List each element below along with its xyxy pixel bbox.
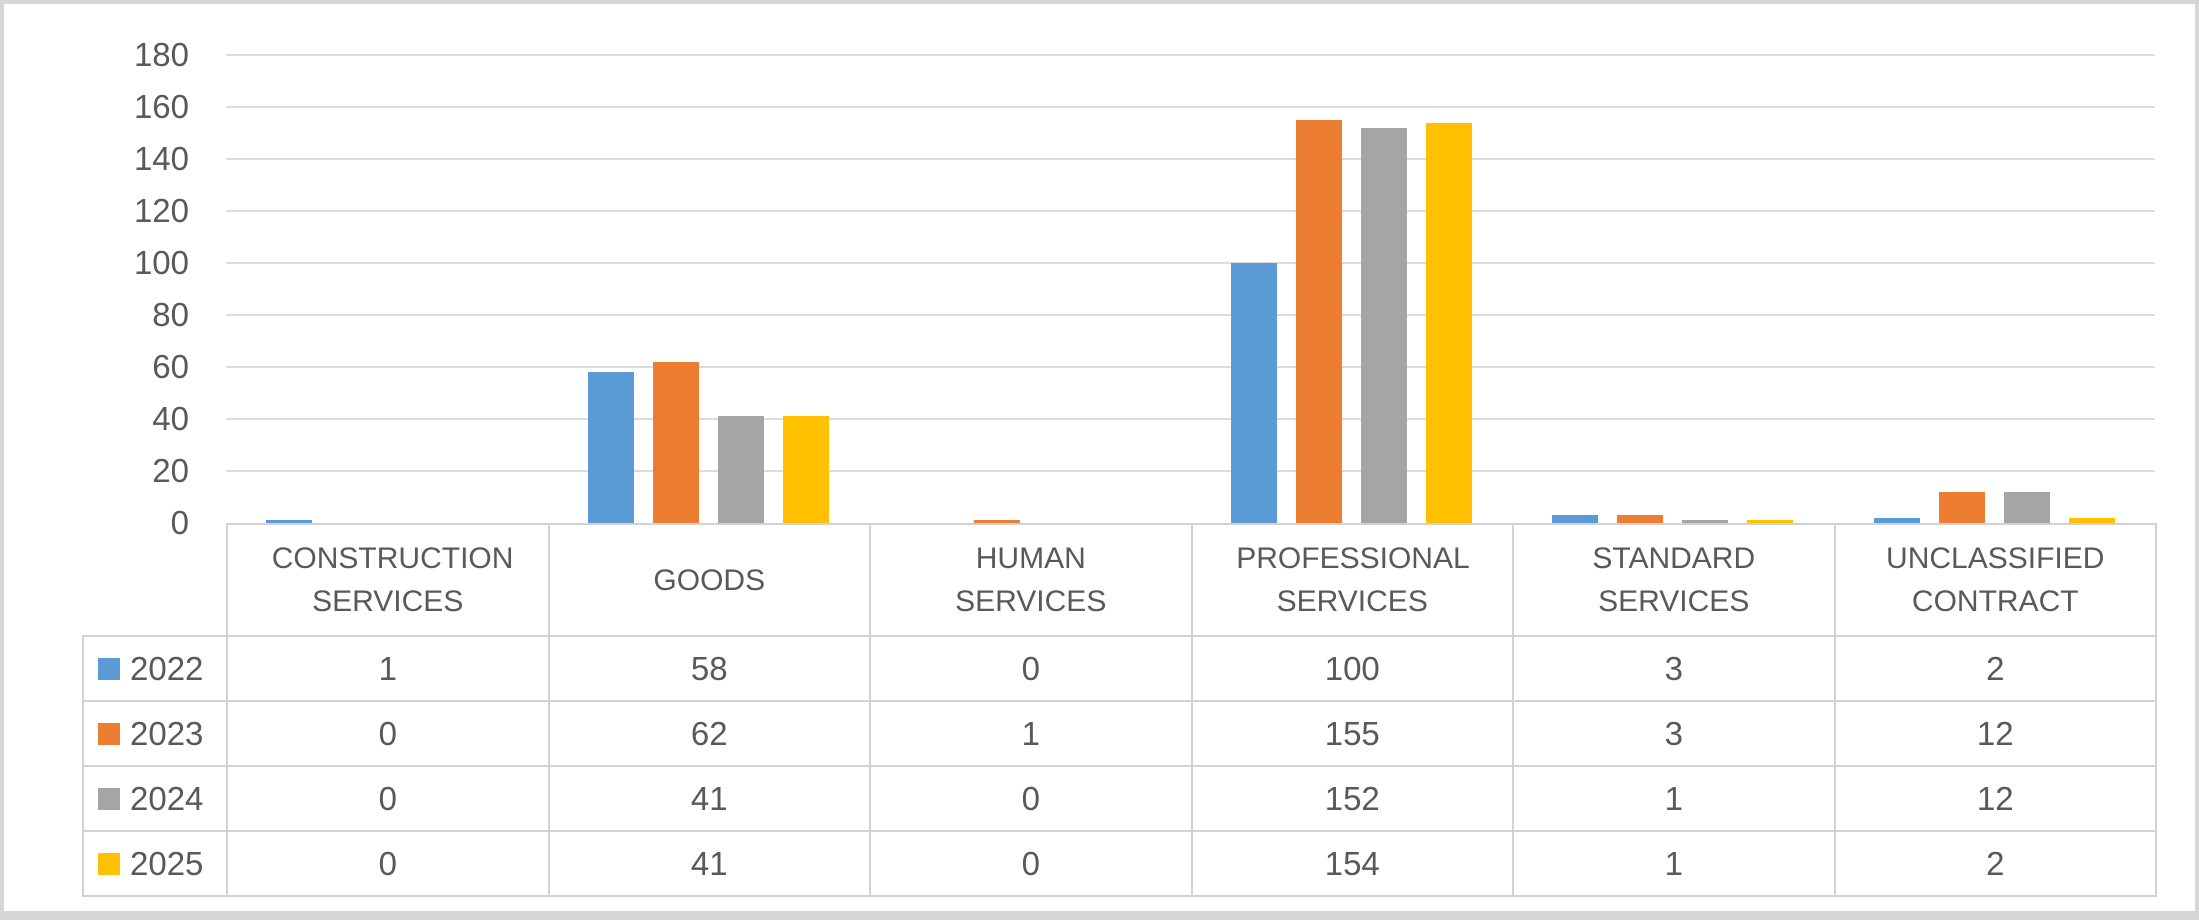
series-year-label: 2025 [130,844,204,882]
value-cell-2022-unclassified-contract: 2 [1833,635,2157,702]
category-header-standard-services: STANDARD SERVICES [1512,523,1836,637]
bar-2024-standard-services[interactable] [1682,520,1728,523]
value-cell-2022-construction-services: 1 [226,635,550,702]
bar-2022-unclassified-contract[interactable] [1874,518,1920,523]
series-row-header-wrap: 2023 [84,715,226,753]
bar-2023-professional-services[interactable] [1296,120,1342,523]
gridline [226,54,2155,56]
value-cell-2025-professional-services: 154 [1190,830,1514,897]
category-header-unclassified-contract: UNCLASSIFIED CONTRACT [1833,523,2157,637]
category-header-human-services: HUMAN SERVICES [869,523,1193,637]
value-cell-2023-goods: 62 [547,700,871,767]
category-header-label: STANDARD SERVICES [1592,542,1756,618]
category-header-label: UNCLASSIFIED CONTRACT [1886,542,2105,618]
bar-2025-standard-services[interactable] [1747,520,1793,523]
series-row-header-wrap: 2024 [84,780,226,818]
value-cell-2025-goods: 41 [547,830,871,897]
y-tick-label: 20 [152,452,189,489]
bar-2023-human-services[interactable] [974,520,1020,523]
bar-2024-unclassified-contract[interactable] [2004,492,2050,523]
table-row: 2025 0 41 0 154 1 2 [82,830,2157,897]
data-table: CONSTRUCTION SERVICES GOODS HUMAN SERVICES… [82,523,2157,897]
series-year-label: 2023 [130,714,204,752]
gridline [226,470,2155,472]
value-cell-2022-professional-services: 100 [1190,635,1514,702]
category-header-construction-services: CONSTRUCTION SERVICES [226,523,550,637]
y-tick-label: 180 [133,36,189,73]
gridline [226,314,2155,316]
series-row-header-2025: 2025 [82,830,228,897]
bar-2022-standard-services[interactable] [1552,515,1598,523]
bar-2022-professional-services[interactable] [1231,263,1277,523]
value-cell-2024-standard-services: 1 [1512,765,1836,832]
legend-swatch-2023 [98,722,120,745]
bar-2025-professional-services[interactable] [1426,123,1472,523]
y-tick-label: 0 [170,504,189,541]
y-tick-label: 120 [133,192,189,229]
series-year-label: 2022 [130,649,204,687]
category-header-label: PROFESSIONAL SERVICES [1236,542,1470,618]
value-cell-2023-human-services: 1 [869,700,1193,767]
value-cell-2025-human-services: 0 [869,830,1193,897]
value-cell-2022-standard-services: 3 [1512,635,1836,702]
value-cell-2023-unclassified-contract: 12 [1833,700,2157,767]
table-row: 2024 0 41 0 152 1 12 [82,765,2157,832]
table-header-row: CONSTRUCTION SERVICES GOODS HUMAN SERVICES… [83,523,2157,637]
series-row-header-wrap: 2025 [84,845,226,883]
bar-2022-goods[interactable] [588,372,634,523]
bar-2022-construction-services[interactable] [266,520,312,523]
gridline [226,418,2155,420]
category-header-label: HUMAN SERVICES [955,542,1107,618]
value-cell-2023-standard-services: 3 [1512,700,1836,767]
category-header-label: GOODS [653,563,766,597]
value-cell-2024-unclassified-contract: 12 [1833,765,2157,832]
value-cell-2024-goods: 41 [547,765,871,832]
bar-2023-standard-services[interactable] [1617,515,1663,523]
value-cell-2024-professional-services: 152 [1190,765,1514,832]
gridline [226,366,2155,368]
value-cell-2025-standard-services: 1 [1512,830,1836,897]
y-tick-label: 100 [133,244,189,281]
y-tick-label: 80 [152,296,189,333]
table-row: 2023 0 62 1 155 3 12 [82,700,2157,767]
value-cell-2022-goods: 58 [547,635,871,702]
gridline [226,262,2155,264]
y-tick-label: 60 [152,348,189,385]
legend-swatch-2024 [98,787,120,810]
value-cell-2022-human-services: 0 [869,635,1193,702]
category-header-professional-services: PROFESSIONAL SERVICES [1190,523,1514,637]
category-header-label: CONSTRUCTION SERVICES [271,542,514,618]
series-row-header-2024: 2024 [82,765,228,832]
y-tick-label: 140 [133,140,189,177]
bar-2023-unclassified-contract[interactable] [1939,492,1985,523]
legend-swatch-2025 [98,852,120,875]
series-row-header-wrap: 2022 [84,650,226,688]
bar-2025-goods[interactable] [783,416,829,523]
value-cell-2025-unclassified-contract: 2 [1833,830,2157,897]
gridline [226,106,2155,108]
value-cell-2023-professional-services: 155 [1190,700,1514,767]
bar-2023-goods[interactable] [653,362,699,523]
table-row: 2022 1 58 0 100 3 2 [82,635,2157,702]
category-header-goods: GOODS [547,523,871,637]
bar-2024-professional-services[interactable] [1361,128,1407,523]
bar-2025-unclassified-contract[interactable] [2069,518,2115,523]
bar-2024-goods[interactable] [718,416,764,523]
series-row-header-2022: 2022 [82,635,228,702]
y-tick-label: 40 [152,400,189,437]
value-cell-2024-construction-services: 0 [226,765,550,832]
legend-swatch-2022 [98,657,120,680]
series-row-header-2023: 2023 [82,700,228,767]
gridline [226,210,2155,212]
value-cell-2025-construction-services: 0 [226,830,550,897]
value-cell-2023-construction-services: 0 [226,700,550,767]
gridline [226,158,2155,160]
y-tick-label: 160 [133,88,189,125]
value-cell-2024-human-services: 0 [869,765,1193,832]
table-corner-cell [83,524,227,636]
series-year-label: 2024 [130,779,204,817]
